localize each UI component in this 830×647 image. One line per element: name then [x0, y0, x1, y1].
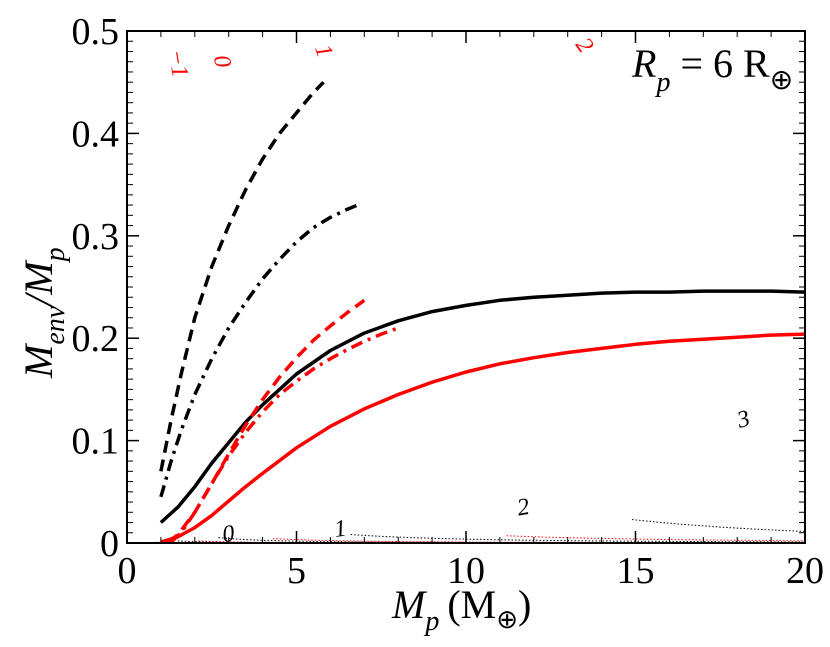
- y-label-slash: /M: [16, 259, 61, 308]
- x-axis-label: Mp (M⊕): [391, 582, 531, 637]
- y-tick-label: 0.2: [72, 318, 120, 360]
- x-tick-label: 20: [786, 550, 824, 592]
- label-black-0: 0: [221, 521, 237, 548]
- series-black-dashdot: [159, 203, 359, 498]
- y-label-sub1: env: [40, 305, 71, 344]
- series-red-dashdot: [169, 326, 399, 544]
- series-red-solid: [160, 332, 806, 544]
- label-red-0: 0: [208, 53, 236, 70]
- axis-ticks: [126, 30, 806, 544]
- contour-black-3: [350, 534, 805, 543]
- y-tick-label: 0: [100, 523, 119, 565]
- label-red-2: 2: [570, 33, 598, 58]
- series-black-dashed: [159, 80, 325, 472]
- contour-black-4: [632, 519, 805, 532]
- radius-value: = 6 R: [670, 41, 770, 86]
- x-tick-label: 10: [447, 550, 485, 592]
- data-series: [159, 80, 806, 544]
- label-red-m1: −1: [162, 47, 193, 79]
- x-label-sub: p: [423, 606, 439, 637]
- contour-lines: [155, 519, 805, 544]
- label-black-2: 2: [515, 494, 531, 522]
- x-label-close: ): [518, 582, 531, 627]
- x-tick-label: 15: [617, 550, 655, 592]
- y-axis-label: Menv/Mp: [16, 247, 71, 379]
- x-tick-label: 5: [287, 550, 306, 592]
- y-label-main: M: [16, 342, 61, 379]
- series-black-solid: [159, 289, 806, 524]
- radius-symbol: R: [631, 41, 656, 86]
- label-red-1: 1: [309, 41, 337, 60]
- x-tick-label: 0: [118, 550, 137, 592]
- y-tick-label: 0.3: [72, 216, 120, 258]
- radius-subscript: p: [654, 67, 670, 98]
- y-tick-label: 0.5: [72, 11, 120, 53]
- y-tick-label: 0.4: [72, 113, 120, 155]
- label-black-3: 3: [733, 406, 752, 434]
- x-label-earth: ⊕: [496, 605, 518, 635]
- earth-symbol: ⊕: [770, 63, 793, 96]
- x-label-unit: (M: [447, 582, 496, 627]
- radius-annotation: Rp = 6 R⊕: [631, 41, 793, 98]
- label-black-1: 1: [333, 516, 349, 543]
- y-tick-label: 0.1: [72, 421, 120, 463]
- y-label-sub2: p: [40, 247, 71, 263]
- x-label-main: M: [391, 582, 428, 627]
- contour-red-2: [506, 535, 805, 542]
- plot-frame: [126, 30, 806, 544]
